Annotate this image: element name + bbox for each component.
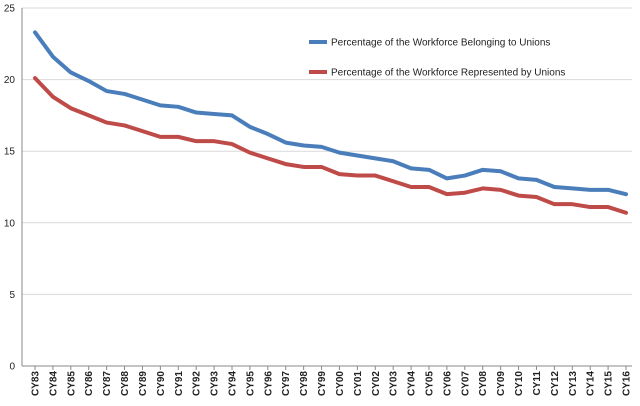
y-tick-label: 10	[4, 218, 16, 229]
x-tick-label: CY88	[120, 371, 131, 396]
y-tick-label: 25	[4, 4, 16, 15]
x-tick-label: CY10	[514, 371, 525, 396]
x-tick-label: CY01	[353, 371, 364, 396]
x-tick-label: CY06	[442, 371, 453, 396]
x-tick-label: CY91	[174, 371, 185, 396]
legend-label-1: Percentage of the Workforce Belonging to…	[331, 38, 550, 49]
series-line-2	[33, 76, 628, 215]
y-tick-label: 5	[9, 290, 15, 301]
x-tick-label: CY83	[31, 371, 42, 396]
x-tick-label: CY96	[263, 371, 274, 396]
x-tick-label: CY99	[317, 371, 328, 396]
x-tick-label: CY85	[66, 371, 77, 396]
x-tick-label: CY11	[532, 371, 543, 396]
x-tick-label: CY13	[568, 371, 579, 396]
x-tick-label: CY04	[407, 371, 418, 396]
x-tick-label: CY95	[245, 371, 256, 396]
x-tick-label: CY02	[371, 371, 382, 396]
series-line-1	[33, 30, 628, 197]
y-tick-label: 15	[4, 147, 16, 158]
x-tick-label: CY89	[138, 371, 149, 396]
x-tick-label: CY12	[550, 371, 561, 396]
series-lines	[33, 30, 628, 215]
x-tick-label: CY08	[478, 371, 489, 396]
x-tick-label: CY94	[228, 371, 239, 396]
legend-label-2: Percentage of the Workforce Represented …	[331, 68, 565, 79]
x-tick-label: CY87	[102, 371, 113, 396]
x-tick-label: CY97	[281, 371, 292, 396]
x-tick-label: CY98	[299, 371, 310, 396]
x-tick-label: CY84	[48, 371, 59, 396]
x-tick-label: CY07	[460, 371, 471, 396]
x-tick-label: CY15	[604, 371, 615, 396]
x-tick-label: CY14	[586, 371, 597, 396]
x-tick-label: CY16	[622, 371, 633, 396]
x-tick-label: CY09	[496, 371, 507, 396]
x-tick-label: CY05	[425, 371, 436, 396]
legend: Percentage of the Workforce Belonging to…	[309, 38, 565, 79]
x-tick-label: CY90	[156, 371, 167, 396]
x-tick-label: CY92	[192, 371, 203, 396]
y-tick-label: 20	[4, 75, 16, 86]
x-tick-label: CY86	[84, 371, 95, 396]
y-tick-label: 0	[9, 362, 15, 373]
gridlines	[22, 7, 632, 295]
x-tick-label: CY00	[335, 371, 346, 396]
x-tick-label: CY93	[210, 371, 221, 396]
axes: 0 5 10 15 20 25 CY83 CY84 CY85 CY86 CY87 CY88 CY89 CY…	[4, 4, 633, 397]
x-tick-label: CY03	[389, 371, 400, 396]
